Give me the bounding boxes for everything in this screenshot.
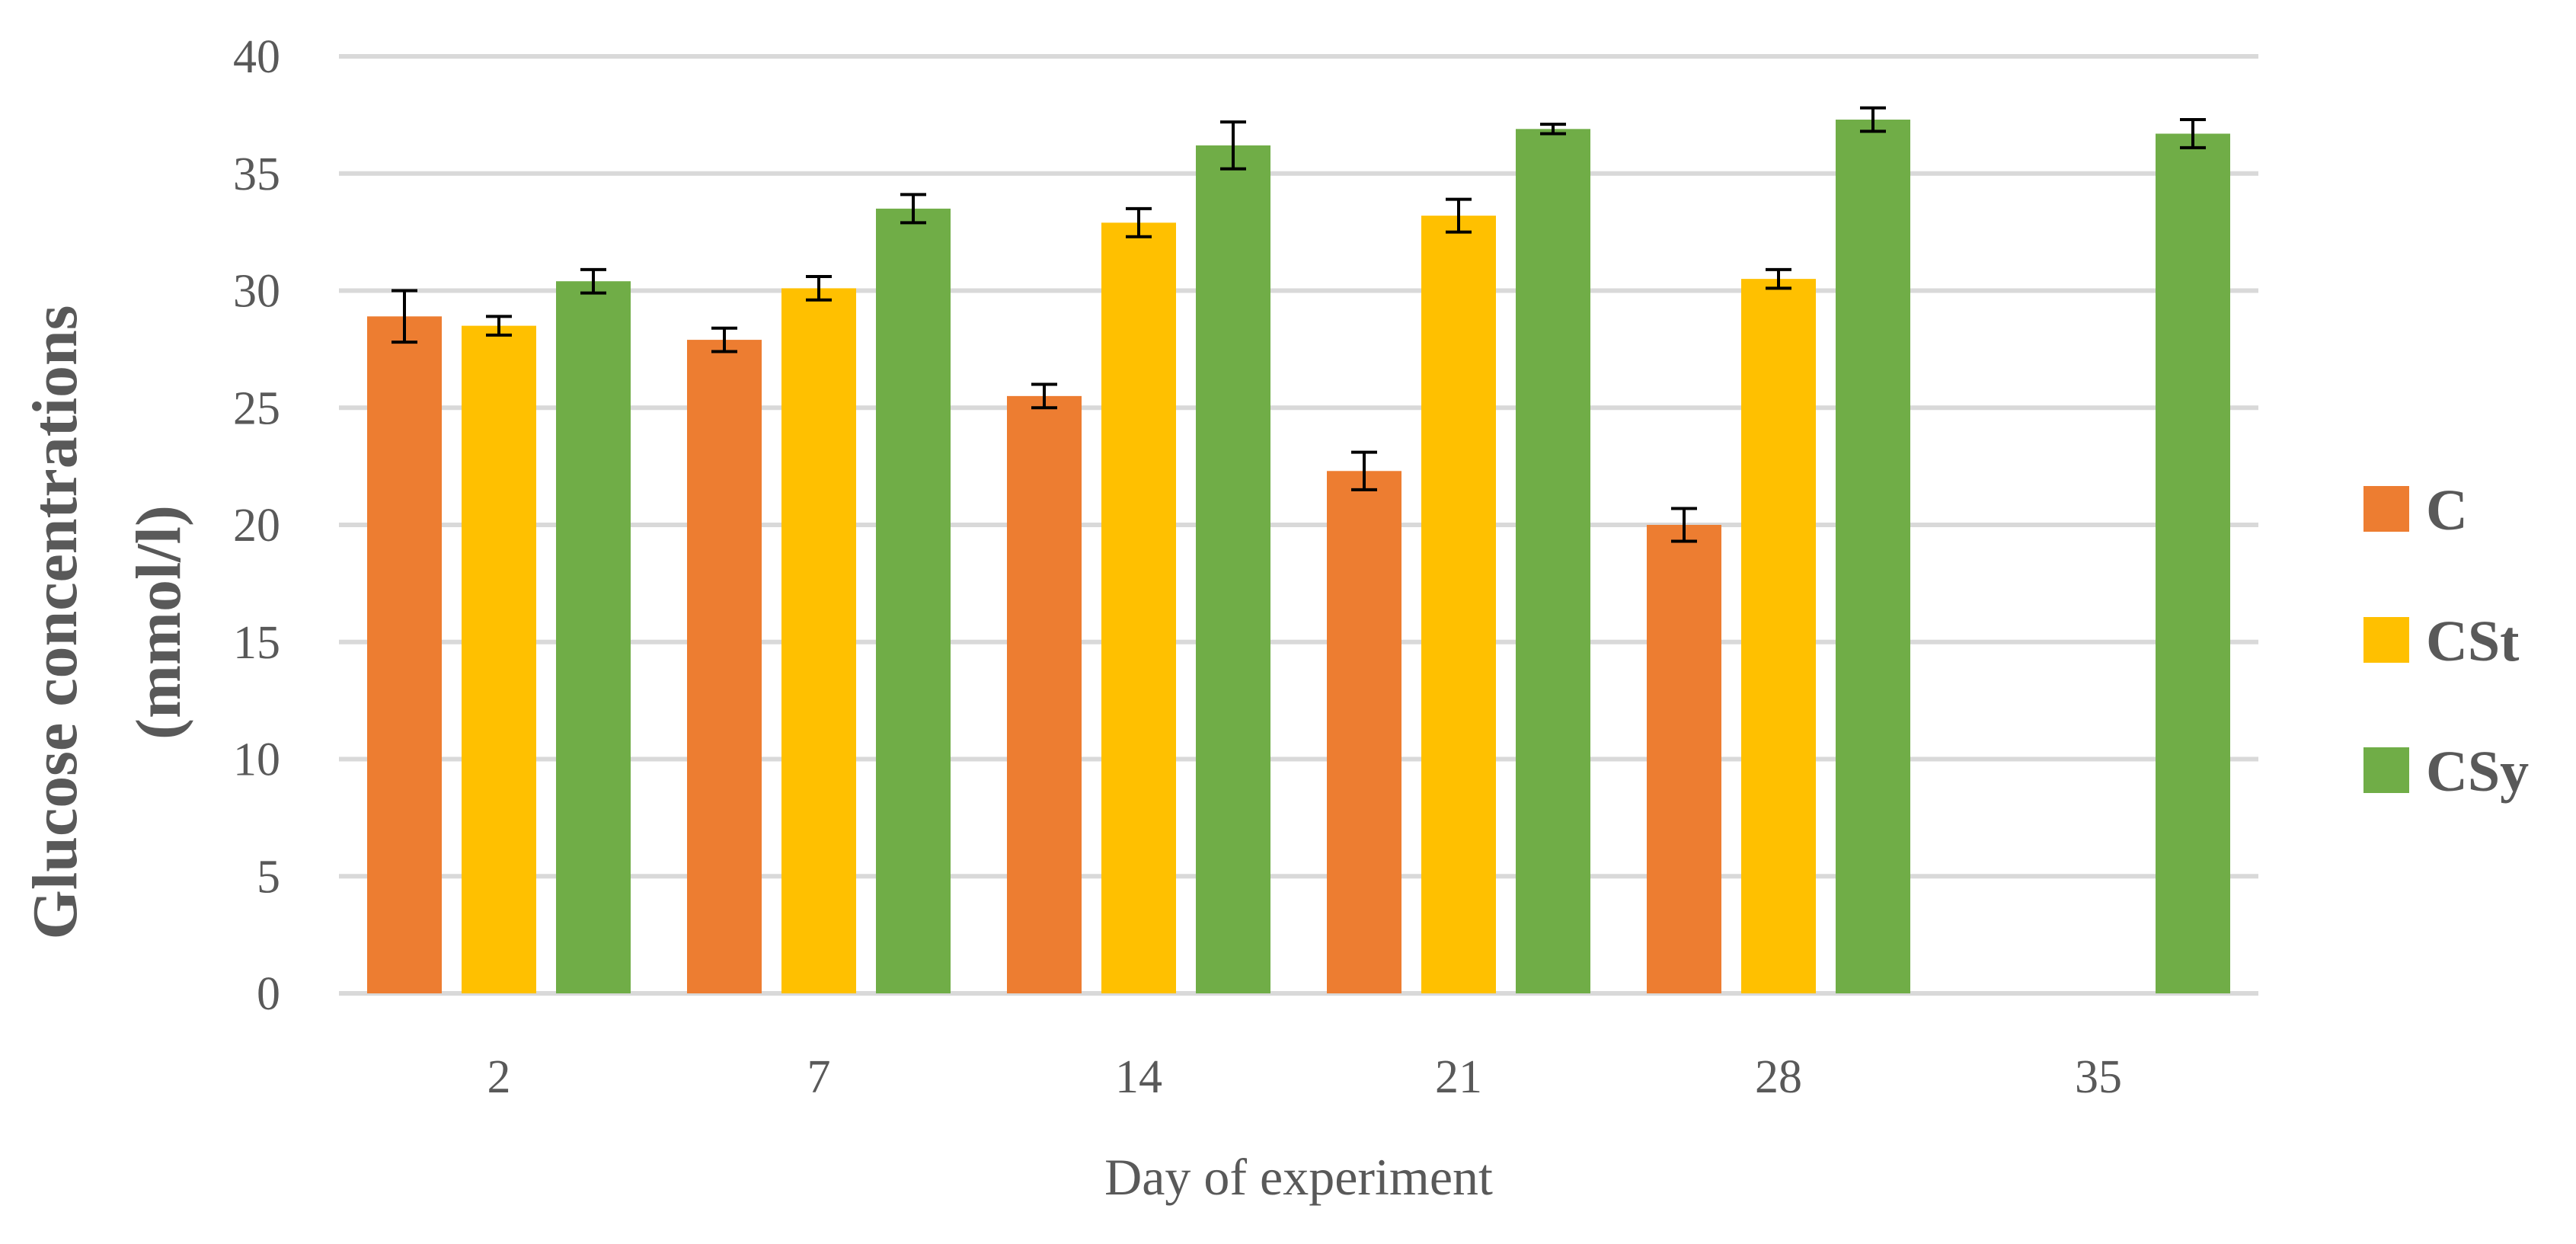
error-bar-cst-day-14: [1126, 206, 1152, 238]
bar-csy-day-21: [1516, 129, 1590, 994]
error-bar-c-day-21: [1351, 450, 1377, 491]
legend-swatch: [2363, 486, 2409, 532]
bar-csy-day-7: [876, 208, 951, 993]
error-bar-cst-day-21: [1446, 197, 1472, 234]
legend-label: CSy: [2426, 740, 2529, 804]
y-tick-label: 40: [233, 31, 280, 83]
y-axis-title: Glucose concentrations (mmol/l): [20, 305, 194, 940]
x-tick-label: 7: [807, 1051, 831, 1103]
error-bar-csy-day-14: [1220, 120, 1246, 171]
x-tick-label: 28: [1755, 1051, 1802, 1103]
y-tick-label: 25: [233, 382, 280, 434]
y-tick-label: 30: [233, 266, 280, 318]
bars: [367, 120, 2230, 994]
legend-label: CSt: [2426, 609, 2519, 673]
bar-csy-day-28: [1836, 120, 1910, 993]
y-axis-title-line-1: Glucose concentrations: [20, 305, 91, 940]
bar-csy-day-35: [2156, 133, 2230, 994]
legend-item-csy: CSy: [2363, 740, 2529, 804]
bar-csy-day-2: [556, 281, 631, 993]
error-bar-csy-day-35: [2180, 118, 2206, 149]
bar-cst-day-14: [1101, 222, 1176, 993]
error-bar-cst-day-28: [1766, 267, 1791, 290]
legend-swatch: [2363, 617, 2409, 663]
bar-c-day-7: [687, 340, 762, 993]
error-bar-csy-day-7: [900, 193, 926, 225]
error-bar-c-day-14: [1031, 382, 1057, 410]
bar-cst-day-21: [1421, 216, 1496, 994]
legend-item-c: C: [2363, 478, 2468, 542]
x-tick-label: 21: [1435, 1051, 1482, 1103]
legend-item-cst: CSt: [2363, 609, 2519, 673]
y-tick-label: 15: [233, 617, 280, 669]
error-bar-c-day-7: [711, 326, 737, 353]
legend-swatch: [2363, 747, 2409, 793]
bar-c-day-2: [367, 316, 442, 993]
error-bar-csy-day-2: [580, 267, 606, 295]
y-tick-label: 5: [257, 851, 280, 903]
bar-cst-day-28: [1741, 279, 1816, 993]
bar-c-day-21: [1327, 471, 1401, 993]
x-tick-label: 2: [487, 1051, 511, 1103]
x-axis-ticks: 2 7 14 21 28 35: [487, 1051, 2123, 1103]
bar-c-day-14: [1007, 395, 1082, 993]
error-bar-c-day-2: [392, 289, 417, 344]
y-axis-title-line-2: (mmol/l): [123, 505, 194, 740]
legend: C CSt CSy: [2363, 478, 2529, 804]
y-axis-ticks: 0 5 10 15 20 25 30 35 40: [233, 31, 280, 1020]
bar-c-day-28: [1647, 525, 1721, 993]
y-tick-label: 0: [257, 968, 280, 1020]
error-bar-c-day-28: [1671, 507, 1697, 543]
error-bar-csy-day-28: [1860, 106, 1886, 133]
bar-csy-day-14: [1196, 145, 1270, 994]
y-tick-label: 10: [233, 734, 280, 786]
bar-cst-day-7: [781, 288, 856, 993]
error-bar-cst-day-7: [806, 275, 832, 302]
error-bar-csy-day-21: [1540, 123, 1566, 136]
x-tick-label: 35: [2075, 1051, 2122, 1103]
y-tick-label: 35: [233, 149, 280, 200]
error-bars: [392, 106, 2206, 543]
y-tick-label: 20: [233, 500, 280, 552]
bar-cst-day-2: [462, 325, 536, 993]
error-bar-cst-day-2: [486, 315, 512, 337]
x-tick-label: 14: [1115, 1051, 1162, 1103]
x-axis-title: Day of experiment: [1104, 1148, 1493, 1206]
gridlines: [339, 54, 2258, 996]
legend-label: C: [2426, 478, 2468, 542]
